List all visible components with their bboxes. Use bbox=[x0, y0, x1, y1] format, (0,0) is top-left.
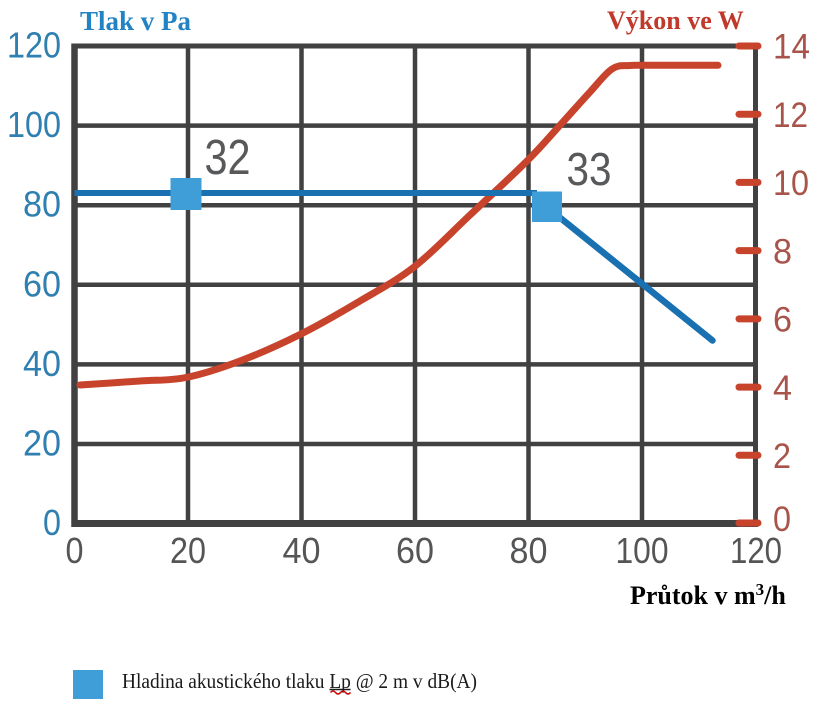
svg-text:120: 120 bbox=[7, 25, 61, 66]
svg-text:4: 4 bbox=[773, 369, 792, 408]
svg-text:80: 80 bbox=[510, 530, 548, 571]
svg-text:Tlak v Pa: Tlak v Pa bbox=[80, 6, 192, 36]
svg-text:60: 60 bbox=[23, 263, 61, 304]
svg-text:6: 6 bbox=[773, 301, 792, 340]
svg-text:10: 10 bbox=[773, 164, 809, 203]
svg-text:0: 0 bbox=[43, 502, 61, 543]
svg-text:12: 12 bbox=[773, 96, 808, 135]
svg-text:8: 8 bbox=[773, 232, 792, 271]
svg-text:32: 32 bbox=[205, 131, 251, 185]
svg-text:100: 100 bbox=[616, 530, 669, 571]
svg-text:33: 33 bbox=[567, 143, 612, 195]
svg-text:20: 20 bbox=[23, 423, 61, 464]
svg-text:120: 120 bbox=[730, 530, 782, 571]
svg-text:2: 2 bbox=[773, 437, 791, 476]
svg-text:Hladina akustického tlaku Lp @: Hladina akustického tlaku Lp @ 2 m v dB(… bbox=[122, 669, 477, 693]
svg-text:Průtok v m3/h: Průtok v m3/h bbox=[630, 580, 786, 610]
svg-text:60: 60 bbox=[396, 530, 434, 571]
svg-text:40: 40 bbox=[23, 343, 61, 384]
svg-text:80: 80 bbox=[23, 184, 61, 225]
svg-text:14: 14 bbox=[773, 28, 810, 67]
svg-text:40: 40 bbox=[283, 530, 321, 571]
svg-text:Výkon ve W: Výkon ve W bbox=[607, 6, 744, 35]
svg-text:20: 20 bbox=[170, 530, 206, 571]
svg-text:100: 100 bbox=[7, 104, 61, 145]
svg-text:0: 0 bbox=[66, 530, 84, 571]
svg-text:0: 0 bbox=[773, 500, 791, 539]
